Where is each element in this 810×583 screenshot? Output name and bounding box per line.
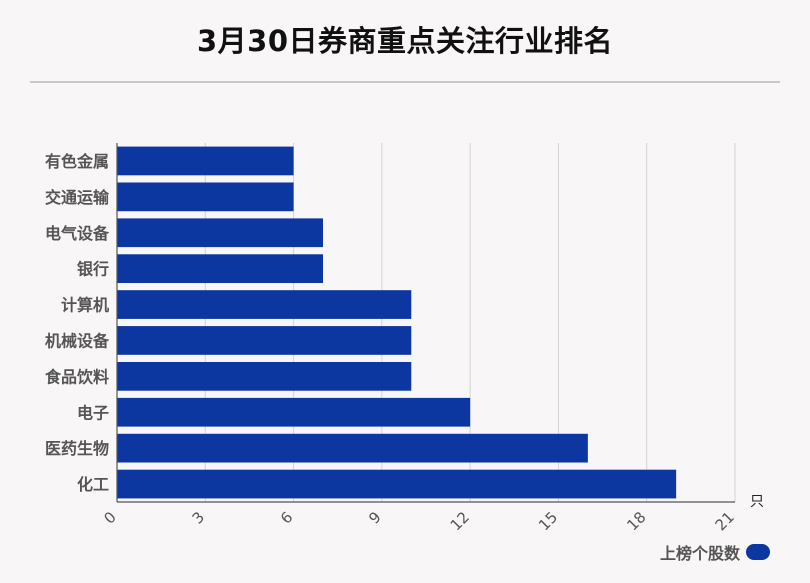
bar[interactable] [117,182,294,212]
x-tick-label: 0 [100,508,119,527]
x-tick-label: 15 [535,508,561,534]
x-tick-label: 12 [447,508,473,534]
x-tick-labels: 0 3 6 9 12 15 18 21 [100,508,737,534]
bar[interactable] [117,326,412,355]
bar[interactable] [117,469,677,499]
bar[interactable] [117,146,294,176]
bar[interactable] [117,254,323,284]
axes [116,143,735,503]
category-label: 电子 [77,403,109,422]
category-label: 医药生物 [45,439,109,458]
x-tick-label: 3 [189,508,208,527]
x-tick-label: 18 [623,508,649,534]
category-label: 电气设备 [45,224,110,243]
x-tick-label: 21 [712,508,738,534]
legend-label: 上榜个股数 [659,544,740,563]
bar[interactable] [117,361,412,391]
bar[interactable] [117,218,323,248]
x-axis-unit: 只 [750,494,764,510]
category-label: 计算机 [61,296,109,315]
legend-swatch [746,544,770,560]
x-tick-label: 6 [277,508,296,527]
chart-title: 3月30日券商重点关注行业排名 [196,24,614,58]
category-label: 银行 [77,260,109,279]
category-label: 有色金属 [45,152,109,171]
x-tick-label: 9 [365,508,384,527]
category-label: 化工 [77,475,109,494]
category-label: 交通运输 [45,188,110,207]
bar[interactable] [117,290,412,319]
title-divider [30,81,780,83]
category-label: 机械设备 [45,331,110,350]
legend[interactable]: 上榜个股数 [660,540,770,564]
category-label: 食品饮料 [44,367,109,386]
bar[interactable] [117,433,588,463]
bar[interactable] [117,397,471,427]
bars [117,146,677,499]
